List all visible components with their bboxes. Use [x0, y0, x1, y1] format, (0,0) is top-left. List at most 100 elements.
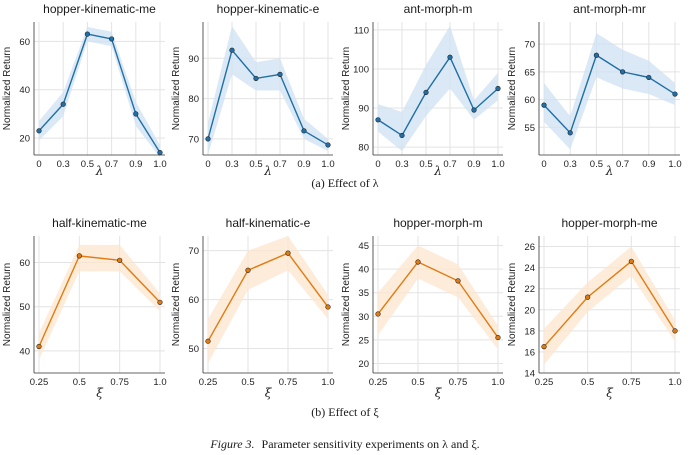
x-axis-label: ξ: [435, 386, 443, 400]
chart-title: hopper-kinematic-me: [43, 2, 156, 16]
x-tick-label: 1.0: [153, 377, 166, 388]
series-line: [207, 252, 329, 342]
x-tick-label: 0.25: [535, 377, 554, 388]
y-axis-label: Normalized Return: [341, 263, 352, 346]
data-point: [36, 128, 42, 134]
confidence-band: [378, 245, 498, 350]
chart-panel-3: 0 0.3 0.5 0.7 0.9 1.0 80 90 100 110 ant-morph-m λ No…: [341, 2, 505, 178]
y-tick-label: 40: [358, 265, 369, 276]
y-tick-label: 70: [188, 246, 199, 257]
y-tick-label: 45: [358, 241, 369, 252]
panels: 0 0.3 0.5 0.7 0.9 1.0 20 40 60 hopper-kinematic-m…: [2, 2, 682, 400]
chart-title: hopper-morph-m: [393, 216, 482, 230]
x-tick-label: 0.3: [57, 159, 70, 170]
figure-caption-text: Parameter sensitivity experiments on λ a…: [262, 437, 480, 451]
data-point: [619, 69, 626, 75]
data-point: [567, 130, 573, 136]
x-tick-label: 0: [541, 159, 546, 170]
chart-title: hopper-morph-me: [561, 216, 657, 230]
y-tick-label: 60: [19, 258, 30, 269]
y-tick-label: 80: [358, 143, 369, 154]
x-tick-label: 0.9: [642, 159, 655, 170]
x-tick-label: 0.3: [564, 159, 577, 170]
data-point: [375, 117, 381, 123]
data-point: [108, 36, 115, 42]
chart-panel-8: 0.25 0.5 0.75 1.0 14 16 18 20 22 24 26 hopper-morph…: [507, 216, 682, 400]
y-axis-label: Normalized Return: [171, 47, 182, 130]
data-point: [60, 101, 66, 107]
data-point: [277, 71, 283, 77]
data-point: [245, 267, 251, 273]
x-tick-label: 0.3: [225, 159, 238, 170]
chart-title: half-kinematic-e: [226, 216, 311, 230]
data-point: [301, 128, 307, 134]
x-tick-label: 0.5: [73, 377, 86, 388]
data-point: [325, 304, 331, 310]
data-point: [205, 136, 211, 142]
chart-panel-7: 0.25 0.5 0.75 1.0 20 25 30 35 40 45 hopper-morph-m…: [341, 216, 505, 400]
y-tick-label: 100: [353, 64, 369, 75]
data-point: [325, 142, 331, 148]
x-tick-label: 0.9: [297, 159, 310, 170]
series-line: [38, 33, 161, 153]
y-axis-label: Normalized Return: [341, 47, 352, 130]
x-axis-label: λ: [433, 164, 442, 178]
confidence-band: [208, 26, 328, 155]
y-tick-label: 60: [188, 295, 199, 306]
y-tick-label: 65: [524, 67, 535, 78]
series-line: [377, 261, 499, 338]
data-point: [205, 338, 211, 344]
data-point: [157, 299, 163, 305]
x-tick-label: 1.0: [668, 159, 681, 170]
x-tick-label: 1.0: [491, 377, 504, 388]
x-tick-label: 0: [205, 159, 210, 170]
data-point: [646, 74, 652, 81]
y-tick-label: 110: [354, 25, 369, 36]
data-point: [585, 294, 591, 300]
x-tick-label: 0.3: [395, 159, 408, 170]
x-tick-label: 0.5: [241, 377, 254, 388]
x-tick-label: 0.5: [581, 377, 594, 388]
y-tick-label: 50: [19, 302, 30, 313]
confidence-band: [39, 244, 160, 360]
y-tick-label: 20: [358, 359, 369, 370]
y-tick-label: 18: [524, 326, 535, 337]
x-tick-label: 0.25: [369, 377, 388, 388]
chart-panel-1: 0 0.3 0.5 0.7 0.9 1.0 20 40 60 hopper-kinematic-m…: [2, 2, 167, 178]
y-tick-label: 80: [188, 94, 199, 105]
x-tick-label: 0.5: [81, 159, 94, 170]
series-line: [38, 255, 161, 347]
x-tick-label: 1.0: [153, 159, 166, 170]
y-axis-label: Normalized Return: [507, 47, 518, 130]
data-point: [76, 253, 82, 259]
chart-panel-5: 0.25 0.5 0.75 1.0 40 50 60 half-kinematic-me ξ No…: [2, 216, 167, 400]
x-tick-label: 0.5: [249, 159, 262, 170]
data-point: [495, 85, 501, 92]
data-point: [157, 149, 163, 156]
x-axis-label: ξ: [606, 386, 614, 400]
y-tick-label: 26: [524, 242, 535, 253]
x-tick-label: 0.75: [110, 377, 129, 388]
y-tick-label: 35: [358, 288, 369, 299]
x-axis-label: ξ: [265, 386, 273, 400]
x-tick-label: 0.25: [30, 377, 49, 388]
series-line: [543, 260, 676, 348]
data-point: [541, 102, 547, 108]
confidence-band: [208, 236, 328, 364]
series-line: [543, 54, 676, 135]
x-tick-label: 1.0: [491, 159, 504, 170]
x-tick-label: 0.75: [449, 377, 468, 388]
confidence-band: [544, 33, 675, 150]
figure-caption: Figure 3. Parameter sensitivity experime…: [209, 437, 479, 451]
y-tick-label: 90: [358, 104, 369, 115]
data-point: [593, 52, 600, 58]
x-tick-label: 0.5: [411, 377, 424, 388]
x-axis-label: λ: [605, 164, 614, 178]
data-point: [423, 89, 429, 96]
x-tick-label: 0.25: [199, 377, 218, 388]
series-line: [377, 55, 499, 137]
chart-panel-6: 0.25 0.5 0.75 1.0 50 60 70 half-kinematic-e ξ Nor…: [171, 216, 335, 400]
x-axis-label: λ: [95, 164, 104, 178]
y-tick-label: 30: [358, 312, 369, 323]
